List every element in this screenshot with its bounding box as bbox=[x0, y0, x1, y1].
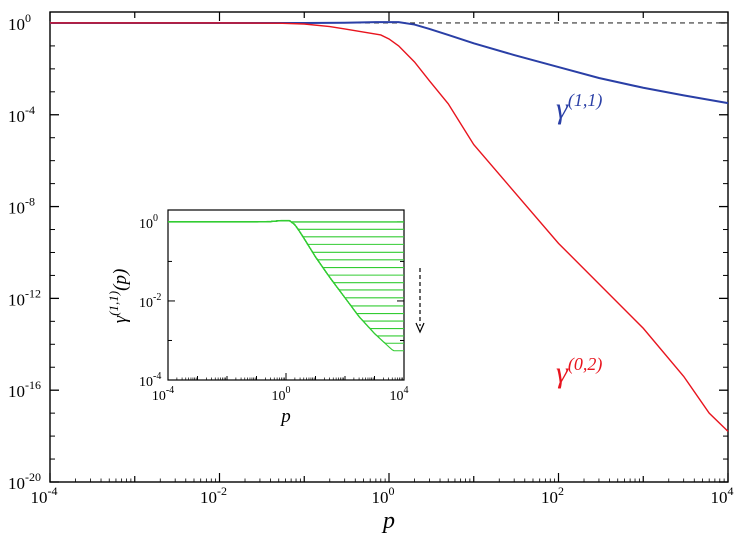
series-gamma-02-label: γ(0,2) bbox=[556, 354, 602, 389]
main-series-labels: γ(1,1) γ(0,2) bbox=[556, 90, 602, 389]
main-x-tick-label: 102 bbox=[541, 484, 564, 507]
main-x-axis-label: p bbox=[381, 508, 395, 534]
main-x-tick-label: 10-2 bbox=[200, 484, 227, 507]
inset-series-group bbox=[168, 219, 404, 352]
inset-decreasing-arrow bbox=[415, 268, 425, 334]
inset-curve bbox=[168, 220, 404, 352]
inset-arrow-head bbox=[415, 322, 425, 334]
main-y-tick-label: 10-12 bbox=[8, 286, 41, 309]
main-y-tick-label: 10-8 bbox=[8, 195, 35, 218]
main-y-tick-label: 100 bbox=[8, 11, 31, 34]
inset-axis-ticks bbox=[167, 221, 405, 381]
main-x-tick-label: 10-4 bbox=[31, 484, 58, 507]
inset-x-tick-label: 104 bbox=[390, 385, 409, 404]
main-y-tick-label: 10-20 bbox=[8, 470, 41, 493]
inset-y-label-base: γ bbox=[110, 315, 131, 323]
inset-background bbox=[168, 210, 404, 380]
main-y-tick-label: 10-4 bbox=[8, 103, 35, 126]
main-series-group bbox=[50, 21, 729, 432]
inset-x-tick-label: 10-4 bbox=[152, 385, 174, 404]
inset-y-axis-label: γ(1,1)(p) bbox=[106, 269, 131, 324]
inset-y-label-suffix: (p) bbox=[110, 269, 131, 291]
series-gamma-02-line bbox=[50, 22, 729, 432]
inset-tick-labels: 10-4 100 104 100 10-2 10-4 bbox=[139, 213, 409, 404]
inset-y-label-sup: (1,1) bbox=[106, 291, 121, 316]
main-tick-labels: 10-4 10-2 100 102 104 100 10-4 10-8 10-12 10-16 10… bbox=[8, 11, 734, 507]
inset-y-tick-label: 10-2 bbox=[139, 292, 161, 311]
series-gamma-11-line bbox=[50, 21, 729, 105]
main-y-tick-label: 10-16 bbox=[8, 378, 41, 401]
inset-x-tick-label: 100 bbox=[272, 385, 291, 404]
inset-x-axis-label: p bbox=[279, 406, 291, 427]
inset-y-tick-label: 100 bbox=[139, 213, 158, 232]
main-x-tick-label: 104 bbox=[711, 484, 734, 507]
main-x-tick-label: 100 bbox=[372, 484, 395, 507]
series-gamma-11-label: γ(1,1) bbox=[556, 90, 602, 125]
inset-y-tick-label: 10-4 bbox=[139, 371, 161, 390]
